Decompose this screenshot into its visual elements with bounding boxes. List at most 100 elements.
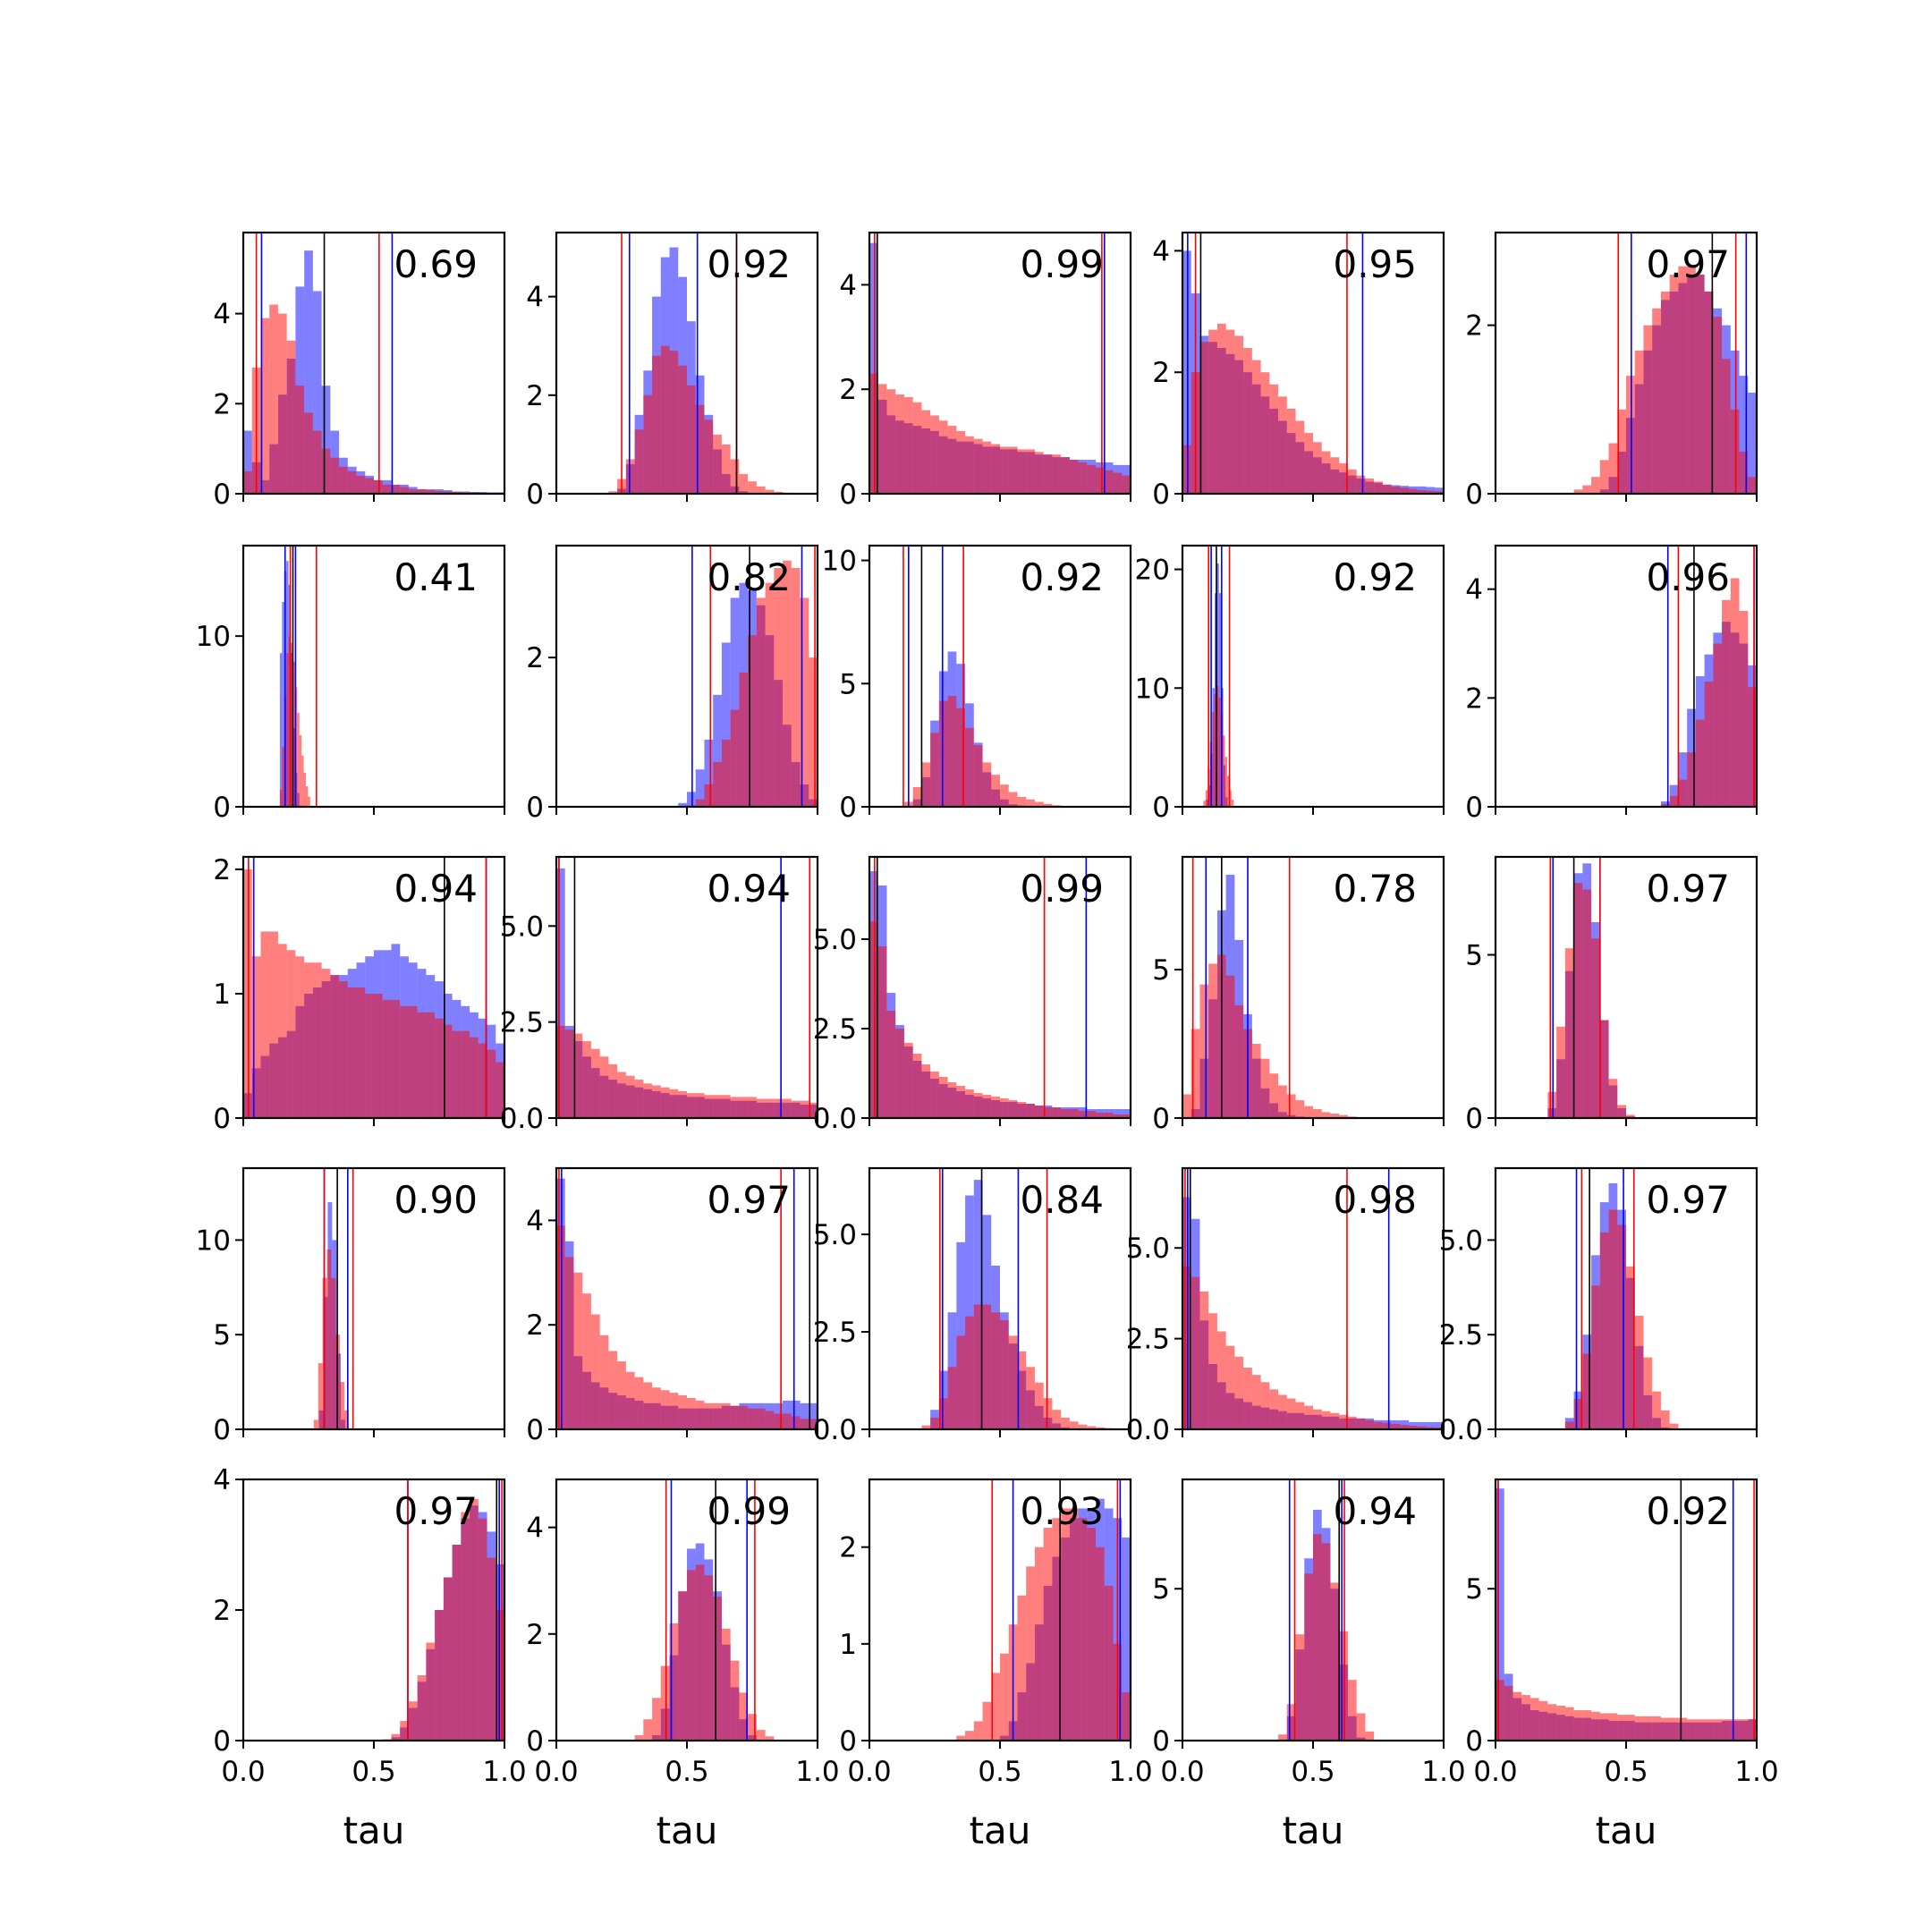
- subplot-r4-c2: 0 1 2 0.0 0.5 1.0 0.93: [839, 1478, 1153, 1788]
- y-tick-label: 0: [1152, 1103, 1170, 1135]
- panel-annotation: 0.94: [707, 867, 791, 911]
- plot-area: [678, 546, 818, 807]
- red-hist-bar: [938, 700, 948, 807]
- red-hist-bar: [1748, 477, 1757, 494]
- red-hist-bar: [991, 1097, 1000, 1118]
- red-hist-bar: [1278, 1085, 1287, 1118]
- blue-hist-bar: [556, 868, 565, 1118]
- red-hist-bar: [1347, 1680, 1357, 1741]
- x-tick-label: 0.5: [978, 1756, 1021, 1788]
- red-hist-bar: [617, 1072, 626, 1118]
- red-hist-bar: [1216, 323, 1226, 494]
- plot-area: [1203, 546, 1234, 807]
- red-hist-bar: [1748, 1719, 1757, 1741]
- red-hist-bar: [1216, 685, 1219, 807]
- red-hist-bar: [1069, 1109, 1079, 1118]
- red-hist-bar: [286, 653, 289, 807]
- red-hist-bar: [1017, 1102, 1027, 1118]
- red-hist-bar: [243, 869, 252, 1118]
- red-hist-bar: [408, 1701, 418, 1741]
- red-hist-bar: [1608, 1079, 1618, 1118]
- red-hist-bar: [1643, 1357, 1653, 1429]
- red-hist-bar: [973, 438, 983, 494]
- red-hist-bar: [930, 1417, 939, 1429]
- blue-hist-bar: [713, 694, 722, 807]
- plot-area: [869, 233, 1131, 494]
- y-tick-label: 0: [1152, 479, 1170, 511]
- panel-annotation: 0.98: [1333, 1178, 1417, 1222]
- red-hist-bar: [1678, 266, 1688, 494]
- red-hist-bar: [1026, 1566, 1035, 1741]
- panel-annotation: 0.92: [1333, 555, 1417, 599]
- red-hist-bar: [765, 582, 775, 807]
- red-hist-bar: [1313, 1534, 1322, 1741]
- red-hist-bar: [739, 672, 749, 807]
- red-hist-bar: [1061, 1417, 1070, 1429]
- red-hist-bar: [1435, 491, 1444, 494]
- red-hist-bar: [713, 1095, 722, 1118]
- red-hist-bar: [669, 1089, 679, 1118]
- subplot-r3-c2: 0.0 2.5 5.0 0.84: [813, 1166, 1132, 1446]
- red-hist-bar: [1191, 1029, 1200, 1118]
- y-tick-label: 5: [1465, 940, 1483, 972]
- red-hist-bar: [678, 1395, 687, 1429]
- blue-hist-bar: [1417, 1421, 1427, 1429]
- red-hist-bar: [721, 1402, 731, 1429]
- red-hist-bar: [739, 473, 749, 494]
- red-hist-bar: [1669, 275, 1679, 494]
- y-tick-label: 1: [839, 1629, 857, 1661]
- blue-hist-bar: [730, 597, 740, 807]
- y-tick-label: 2: [1152, 357, 1170, 389]
- red-hist-bar: [1225, 1345, 1235, 1429]
- red-hist-bar: [1626, 1267, 1635, 1429]
- blue-hist-bar: [1426, 1421, 1436, 1429]
- red-hist-bar: [1304, 1405, 1313, 1429]
- red-hist-bar: [1321, 1411, 1331, 1429]
- red-hist-bar: [1026, 799, 1035, 807]
- red-hist-bar: [704, 1095, 714, 1118]
- red-hist-bar: [1113, 1114, 1123, 1118]
- red-hist-bar: [1104, 1585, 1114, 1741]
- subplot-r2-c3: 050.78: [1152, 855, 1445, 1135]
- red-hist-bar: [1365, 479, 1375, 494]
- red-hist-bar: [1382, 1422, 1392, 1429]
- red-hist-bar: [713, 434, 722, 494]
- red-hist-bar: [1104, 1113, 1114, 1118]
- red-hist-bar: [260, 931, 270, 1118]
- subplot-r1-c1: 020.82: [526, 544, 819, 824]
- red-hist-bar: [756, 1098, 766, 1118]
- y-tick-label: 4: [839, 269, 857, 301]
- red-hist-bar: [1096, 1546, 1105, 1741]
- blue-hist-bar: [1182, 250, 1191, 494]
- red-hist-bar: [1224, 757, 1228, 807]
- red-hist-bar: [1634, 1316, 1644, 1429]
- y-tick-label: 0: [839, 1725, 857, 1758]
- red-hist-bar: [991, 775, 1000, 807]
- blue-hist-bar: [1435, 487, 1444, 494]
- plot-area: [243, 857, 504, 1118]
- plot-area: [1182, 857, 1366, 1118]
- y-tick-label: 0.0: [1126, 1414, 1170, 1446]
- red-hist-bar: [1295, 1100, 1305, 1118]
- red-hist-bar: [956, 1335, 966, 1429]
- plot-area: [608, 233, 792, 494]
- y-tick-label: 0.0: [1439, 1414, 1483, 1446]
- red-hist-bar: [1643, 1716, 1653, 1741]
- subplot-r1-c2: 0 5 10 0.92: [822, 544, 1132, 824]
- red-hist-bar: [869, 373, 878, 494]
- plot-area: [243, 233, 504, 494]
- red-hist-bar: [1513, 1691, 1522, 1741]
- y-tick-label: 2: [526, 642, 544, 674]
- panel-annotation: 0.97: [394, 1489, 478, 1533]
- red-hist-bar: [886, 389, 896, 494]
- red-hist-bar: [1061, 1109, 1070, 1118]
- red-hist-bar: [1034, 1546, 1044, 1741]
- red-hist-bar: [1321, 1112, 1331, 1118]
- panel-annotation: 0.99: [707, 1489, 791, 1533]
- subplot-r3-c3: 0.0 2.5 5.0 0.98: [1126, 1166, 1445, 1446]
- red-hist-bar: [1722, 1719, 1731, 1741]
- red-hist-bar: [435, 1018, 444, 1118]
- red-hist-bar: [330, 975, 340, 1118]
- red-hist-bar: [277, 944, 287, 1118]
